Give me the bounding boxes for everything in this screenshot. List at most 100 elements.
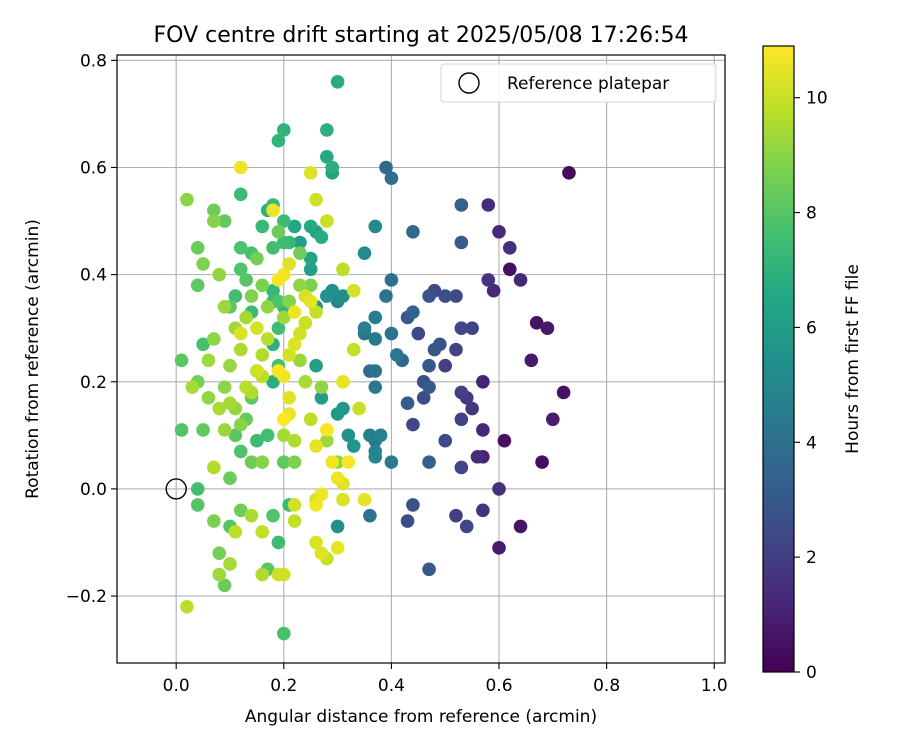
data-point — [384, 455, 399, 469]
data-point — [336, 374, 350, 389]
data-point — [336, 492, 350, 507]
x-tick-label: 1.0 — [701, 676, 728, 696]
data-point — [309, 535, 323, 550]
data-point — [260, 299, 275, 314]
data-point — [336, 289, 350, 303]
data-point — [454, 385, 469, 400]
data-point — [293, 353, 307, 368]
colorbar-tick-label: 0 — [806, 663, 817, 683]
data-point — [389, 348, 404, 362]
data-point — [223, 396, 237, 410]
data-point — [276, 214, 291, 228]
data-point — [325, 160, 340, 175]
data-point — [400, 396, 415, 410]
data-point — [454, 460, 469, 475]
colorbar-tick-label: 2 — [806, 548, 817, 568]
data-point — [244, 289, 259, 303]
data-point — [250, 433, 264, 448]
data-point — [411, 326, 426, 341]
colorbar: 0 2 4 6 8 10 Hours from first FF file — [762, 45, 863, 683]
data-point — [524, 353, 539, 368]
plot-frame — [116, 54, 726, 664]
data-point — [320, 149, 334, 164]
data-point — [217, 214, 232, 228]
data-point — [492, 482, 506, 496]
data-point — [228, 289, 243, 303]
data-point — [298, 316, 313, 330]
data-point — [406, 224, 420, 239]
data-point — [207, 514, 221, 528]
data-point — [250, 364, 264, 378]
data-point — [233, 187, 248, 202]
data-point — [287, 337, 302, 352]
data-point — [276, 567, 291, 582]
x-tick-label: 0.6 — [485, 676, 512, 696]
data-point — [282, 348, 296, 362]
data-point — [276, 310, 291, 325]
data-point — [255, 524, 270, 539]
data-point — [438, 358, 453, 373]
data-point — [233, 503, 248, 518]
data-point — [223, 557, 237, 571]
data-point — [341, 455, 356, 469]
data-point — [287, 498, 302, 512]
data-point — [282, 257, 296, 271]
y-axis-label: Rotation from reference (arcmin) — [23, 219, 43, 499]
data-point — [363, 428, 377, 443]
data-point — [233, 342, 248, 357]
data-point — [255, 278, 270, 293]
data-point — [384, 326, 399, 341]
data-point — [422, 455, 436, 469]
data-point — [379, 160, 393, 175]
data-point — [314, 230, 329, 244]
data-point — [217, 380, 232, 394]
data-point — [502, 241, 517, 255]
data-point — [562, 166, 576, 180]
data-point — [250, 321, 264, 335]
data-point — [320, 433, 334, 448]
data-point — [449, 342, 463, 357]
data-point — [481, 198, 496, 212]
data-point — [449, 508, 463, 523]
data-point — [454, 412, 469, 427]
data-point — [400, 514, 415, 528]
y-tick-label: 0.2 — [80, 373, 107, 393]
data-point — [185, 380, 200, 394]
data-point — [320, 423, 334, 437]
data-point — [352, 401, 366, 416]
data-point — [271, 133, 286, 148]
data-point — [303, 251, 318, 266]
y-tick-label: 0.6 — [80, 158, 107, 178]
data-point — [196, 423, 210, 437]
data-point — [330, 471, 345, 485]
data-point — [174, 423, 189, 437]
data-point — [438, 289, 453, 303]
data-point — [320, 214, 334, 228]
x-tick-label: 0.8 — [593, 676, 620, 696]
data-point — [287, 455, 302, 469]
data-point — [239, 310, 253, 325]
data-point — [217, 423, 232, 437]
data-point — [416, 391, 431, 405]
data-point — [406, 417, 420, 432]
data-point — [314, 391, 329, 405]
x-tick-label: 0.4 — [378, 676, 405, 696]
data-point — [346, 342, 361, 357]
y-tick-label: −0.2 — [66, 587, 107, 607]
data-point — [282, 391, 296, 405]
data-point — [212, 401, 227, 416]
data-point — [470, 449, 485, 464]
data-point — [422, 358, 436, 373]
data-point — [293, 278, 307, 293]
data-point — [309, 439, 323, 453]
data-point — [276, 123, 291, 137]
data-point — [454, 321, 469, 335]
data-point — [368, 380, 383, 394]
y-tick-label: 0.0 — [80, 480, 107, 500]
data-point — [271, 273, 286, 287]
legend-label: Reference platepar — [507, 74, 669, 94]
data-point — [556, 385, 571, 400]
data-point — [190, 498, 205, 512]
data-point — [217, 578, 232, 593]
